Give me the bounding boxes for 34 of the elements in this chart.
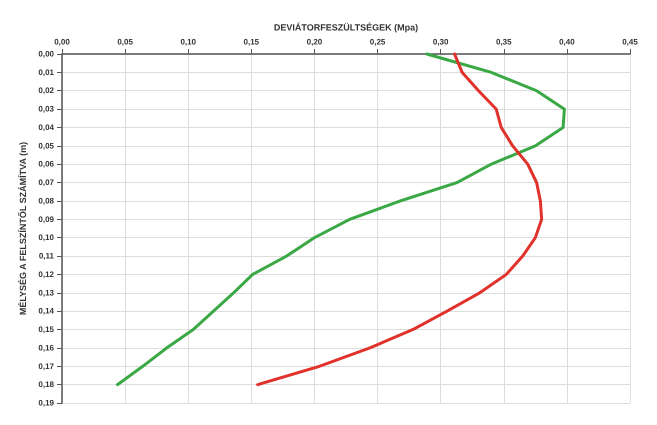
y-tick-label: 0,10 [38,233,55,242]
y-tick-label: 0,16 [38,343,55,352]
y-tick-label: 0,14 [38,306,55,316]
line-series [116,52,566,386]
y-tick-label: 0,18 [38,380,55,390]
x-tick-label: 0,20 [306,38,323,46]
x-tick-label: 0,00 [54,38,70,46]
x-tick-label: 0,15 [244,38,260,46]
y-axis-title: MÉLYSÉG A FELSZÍNTŐL SZÁMÍTVA (m) [18,142,28,316]
y-tick-label: 0,09 [38,214,55,224]
y-tick-label: 0,11 [38,252,55,261]
x-tick-label: 0,35 [496,38,512,46]
x-tick-label: 0,40 [559,38,576,46]
y-tick-label: 0,06 [38,160,55,169]
y-tick-label: 0,04 [38,122,55,132]
y-tick-label: 0,00 [38,50,55,58]
y-tick-label: 0,03 [38,104,55,114]
y-tick-label: 0,17 [38,362,55,371]
y-tick-label: 0,12 [38,270,55,279]
x-tick-label: 0,30 [432,38,449,46]
x-tick-label: 0,45 [622,38,638,46]
x-tick-label: 0,25 [370,38,386,46]
x-axis-title: DEVIÁTORFESZÜLTSÉGEK (Mpa) [274,22,418,32]
x-tick-label: 0,10 [180,38,197,46]
y-tick-label: 0,13 [38,288,55,298]
y-tick-label: 0,01 [38,68,55,77]
x-tick-label: 0,05 [117,38,134,46]
y-tick-label: 0,19 [38,398,55,408]
y-tick-label: 0,08 [38,196,55,206]
y-tick-label: 0,05 [38,141,55,150]
y-tick-label: 0,07 [38,178,55,188]
line-series [256,52,544,386]
y-tick-label: 0,15 [38,325,55,334]
y-tick-label: 0,02 [38,86,55,96]
